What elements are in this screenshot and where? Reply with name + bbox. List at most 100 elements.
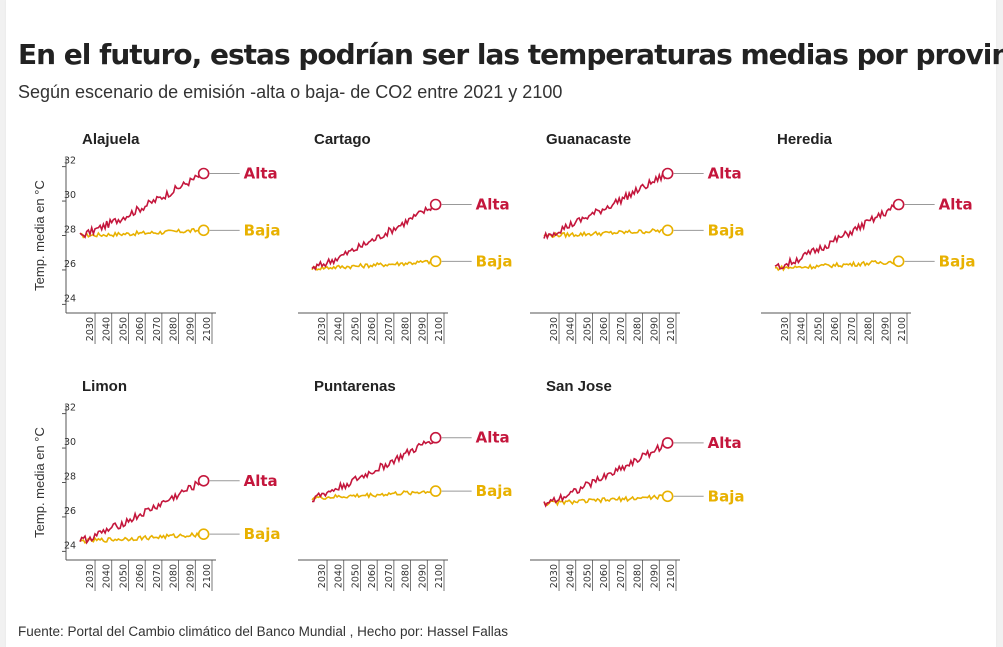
series-label-alta: Alta <box>939 196 973 214</box>
end-point-baja <box>892 255 905 268</box>
series-label-alta: Alta <box>708 165 742 183</box>
series-line-alta <box>543 438 669 508</box>
panel-title: Guanacaste <box>546 131 631 148</box>
x-tick-label: 2040 <box>334 317 345 341</box>
end-point-alta <box>429 198 442 211</box>
panel-heredia: Heredia 2030 2040 2050 2060 2070 2080 2090 2100 B… <box>761 131 975 344</box>
series-label-baja: Baja <box>939 252 976 270</box>
y-tick-label: 28 <box>64 225 76 236</box>
series-line-baja <box>311 489 436 501</box>
x-tick-label: 2080 <box>401 564 412 588</box>
x-tick-label: 2100 <box>666 564 677 588</box>
y-tick-label: 26 <box>64 506 76 517</box>
x-tick-label: 2090 <box>880 317 891 341</box>
x-tick-label: 2060 <box>135 317 146 341</box>
x-tick-label: 2100 <box>434 564 445 588</box>
x-tick-label: 2070 <box>152 317 163 341</box>
y-tick-label: 32 <box>64 403 76 414</box>
end-point-alta <box>197 167 210 180</box>
x-tick-label: 2030 <box>549 564 560 588</box>
x-tick-label: 2030 <box>780 317 791 341</box>
x-tick-label: 2070 <box>384 564 395 588</box>
x-tick-label: 2040 <box>566 317 577 341</box>
end-point-baja <box>429 255 442 268</box>
x-tick-label: 2030 <box>317 317 328 341</box>
panel-limon: Limon 24 26 28 30 32 Temp. media en °C 2030 2040… <box>32 378 280 591</box>
x-tick-label: 2040 <box>102 317 113 341</box>
end-point-baja <box>197 528 210 540</box>
series-label-alta: Alta <box>244 165 278 183</box>
x-tick-label: 2070 <box>616 564 627 588</box>
series-line-alta <box>543 170 669 240</box>
x-tick-label: 2030 <box>85 317 96 341</box>
end-point-baja <box>661 224 674 237</box>
y-tick-label: 28 <box>64 472 76 483</box>
x-tick-label: 2050 <box>582 564 593 588</box>
series-label-alta: Alta <box>476 196 510 214</box>
x-tick-label: 2030 <box>317 564 328 588</box>
x-tick-label: 2080 <box>169 317 180 341</box>
x-tick-label: 2050 <box>118 317 129 341</box>
series-label-alta: Alta <box>244 472 278 490</box>
series-label-baja: Baja <box>476 482 513 500</box>
x-tick-label: 2040 <box>566 564 577 588</box>
x-tick-label: 2080 <box>401 317 412 341</box>
series-label-baja: Baja <box>708 221 745 239</box>
x-tick-label: 2030 <box>85 564 96 588</box>
series-line-baja <box>543 228 668 239</box>
x-tick-label: 2060 <box>830 317 841 341</box>
series-label-baja: Baja <box>244 221 281 239</box>
x-tick-label: 2100 <box>202 564 213 588</box>
panel-puntarenas: Puntarenas 2030 2040 2050 2060 2070 2080 2090 21… <box>298 378 512 591</box>
x-tick-label: 2080 <box>864 317 875 341</box>
y-tick-label: 24 <box>64 293 76 304</box>
x-tick-label: 2050 <box>350 317 361 341</box>
x-tick-label: 2070 <box>152 564 163 588</box>
x-tick-label: 2040 <box>334 564 345 588</box>
x-tick-label: 2080 <box>633 564 644 588</box>
end-point-alta <box>661 167 674 180</box>
x-tick-label: 2100 <box>434 317 445 341</box>
chart-source: Fuente: Portal del Cambio climático del … <box>18 624 508 639</box>
x-tick-label: 2030 <box>549 317 560 341</box>
end-point-alta <box>892 198 905 211</box>
x-tick-label: 2060 <box>135 564 146 588</box>
x-tick-label: 2060 <box>599 317 610 341</box>
x-tick-label: 2100 <box>666 317 677 341</box>
x-tick-label: 2040 <box>102 564 113 588</box>
end-point-baja <box>661 490 674 503</box>
chart-subtitle: Según escenario de emisión -alta o baja-… <box>18 82 563 102</box>
panel-title: Cartago <box>314 131 371 148</box>
x-tick-label: 2090 <box>417 564 428 588</box>
x-tick-label: 2040 <box>797 317 808 341</box>
x-tick-label: 2070 <box>384 317 395 341</box>
y-tick-label: 32 <box>64 156 76 167</box>
panel-cartago: Cartago 2030 2040 2050 2060 2070 2080 2090 2100 B… <box>298 131 512 344</box>
panel-alajuela: Alajuela 24 26 28 30 32 Temp. media en °C 2030 2… <box>32 131 280 344</box>
series-line-alta <box>774 202 900 270</box>
x-tick-label: 2060 <box>367 564 378 588</box>
series-label-baja: Baja <box>476 252 513 270</box>
end-point-alta <box>197 474 210 487</box>
end-point-baja <box>429 485 442 497</box>
series-line-baja <box>79 226 205 239</box>
x-tick-label: 2070 <box>847 317 858 341</box>
x-tick-label: 2100 <box>897 317 908 341</box>
series-label-baja: Baja <box>244 525 281 543</box>
series-label-alta: Alta <box>476 429 510 447</box>
panel-title: San Jose <box>546 378 612 395</box>
panel-guanacaste: Guanacaste 2030 2040 2050 2060 2070 2080 2090 21… <box>530 131 744 344</box>
panel-title: Limon <box>82 378 127 395</box>
series-line-alta <box>311 202 437 271</box>
x-tick-label: 2100 <box>202 317 213 341</box>
series-line-baja <box>543 493 669 507</box>
series-line-alta <box>79 171 205 239</box>
chart-card: En el futuro, estas podrían ser las temp… <box>6 0 1003 647</box>
x-tick-label: 2050 <box>350 564 361 588</box>
x-tick-label: 2050 <box>118 564 129 588</box>
y-tick-label: 26 <box>64 259 76 270</box>
x-tick-label: 2050 <box>813 317 824 341</box>
x-tick-label: 2080 <box>633 317 644 341</box>
x-tick-label: 2090 <box>185 317 196 341</box>
series-line-alta <box>312 434 437 503</box>
